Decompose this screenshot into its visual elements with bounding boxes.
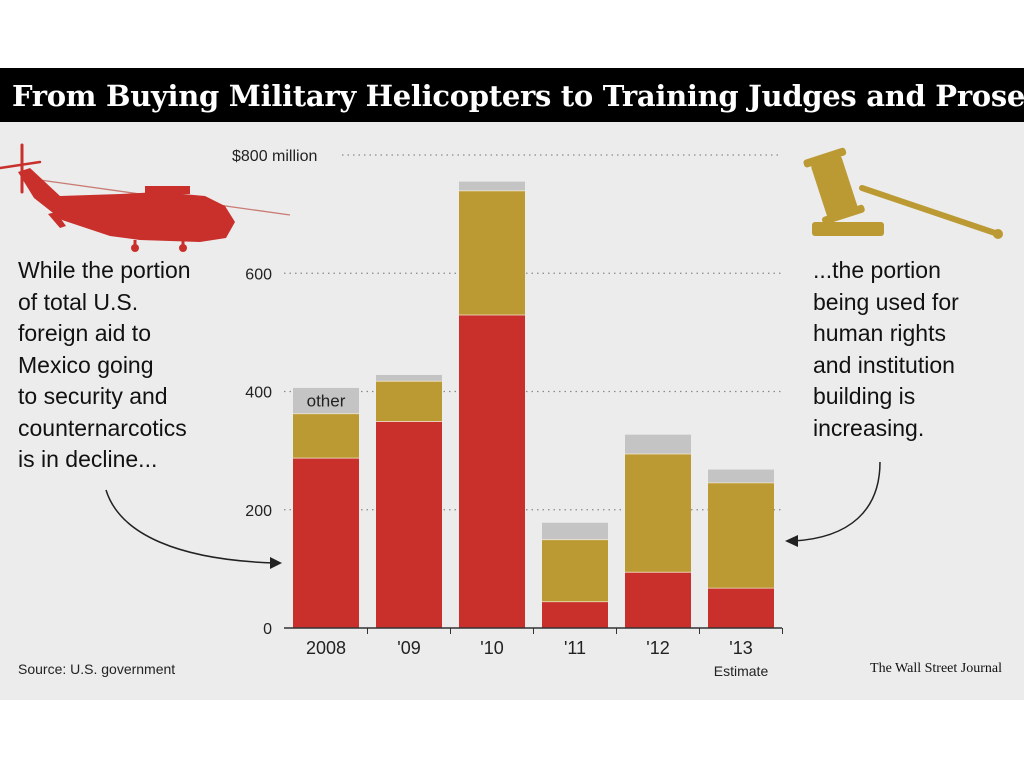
bar-segment-security <box>459 314 525 628</box>
bar-segment-human_rights <box>459 190 525 315</box>
y-tick-label: $800 million <box>232 148 317 165</box>
helicopter-icon <box>0 143 291 252</box>
bar-segment-security <box>625 571 691 628</box>
x-tick-note: Estimate <box>714 663 769 679</box>
bar-segment-other <box>293 387 359 414</box>
right-annotation: ...the portion being used for human righ… <box>813 257 959 441</box>
left-annotation: While the portion of total U.S. foreign … <box>18 257 191 472</box>
source-note: Source: U.S. government <box>18 661 176 677</box>
y-tick-label: 600 <box>245 266 272 283</box>
bars <box>293 181 783 634</box>
bar-segment-security <box>708 587 774 628</box>
title-bar <box>0 68 1024 122</box>
x-tick-label: 2008 <box>306 638 346 658</box>
y-tick-label: 400 <box>245 385 272 402</box>
bar-segment-other <box>542 522 608 540</box>
bar-segment-other <box>459 181 525 191</box>
y-axis-ticks: 0 200 400 600 $800 million <box>232 148 317 638</box>
x-tick-label: '09 <box>397 638 420 658</box>
bar-segment-human_rights <box>376 380 442 422</box>
bar-segment-human_rights <box>293 413 359 458</box>
bar-segment-human_rights <box>542 539 608 602</box>
y-tick-label: 200 <box>245 503 272 520</box>
x-tick-label: '10 <box>480 638 503 658</box>
page-title: From Buying Military Helicopters to Trai… <box>12 79 1024 113</box>
other-series-label: other <box>307 392 346 411</box>
bar-segment-security <box>542 601 608 628</box>
grid-lines <box>284 154 782 511</box>
bar-segment-security <box>376 421 442 628</box>
left-arrow <box>105 489 282 569</box>
gavel-icon <box>803 147 1003 239</box>
x-axis-labels: 2008 '09 '10 '11 '12 '13 Estimate <box>306 638 768 679</box>
bar-segment-security <box>293 457 359 628</box>
bar-segment-other <box>376 374 442 381</box>
y-tick-label: 0 <box>263 621 272 638</box>
publisher-credit: The Wall Street Journal <box>870 661 1002 676</box>
x-tick-label: '13 <box>729 638 752 658</box>
right-arrow <box>785 461 881 547</box>
x-tick-label: '11 <box>564 638 586 658</box>
bar-segment-human_rights <box>625 453 691 572</box>
bar-segment-other <box>625 434 691 454</box>
bar-segment-other <box>708 469 774 483</box>
x-tick-label: '12 <box>646 638 669 658</box>
bar-segment-human_rights <box>708 482 774 588</box>
